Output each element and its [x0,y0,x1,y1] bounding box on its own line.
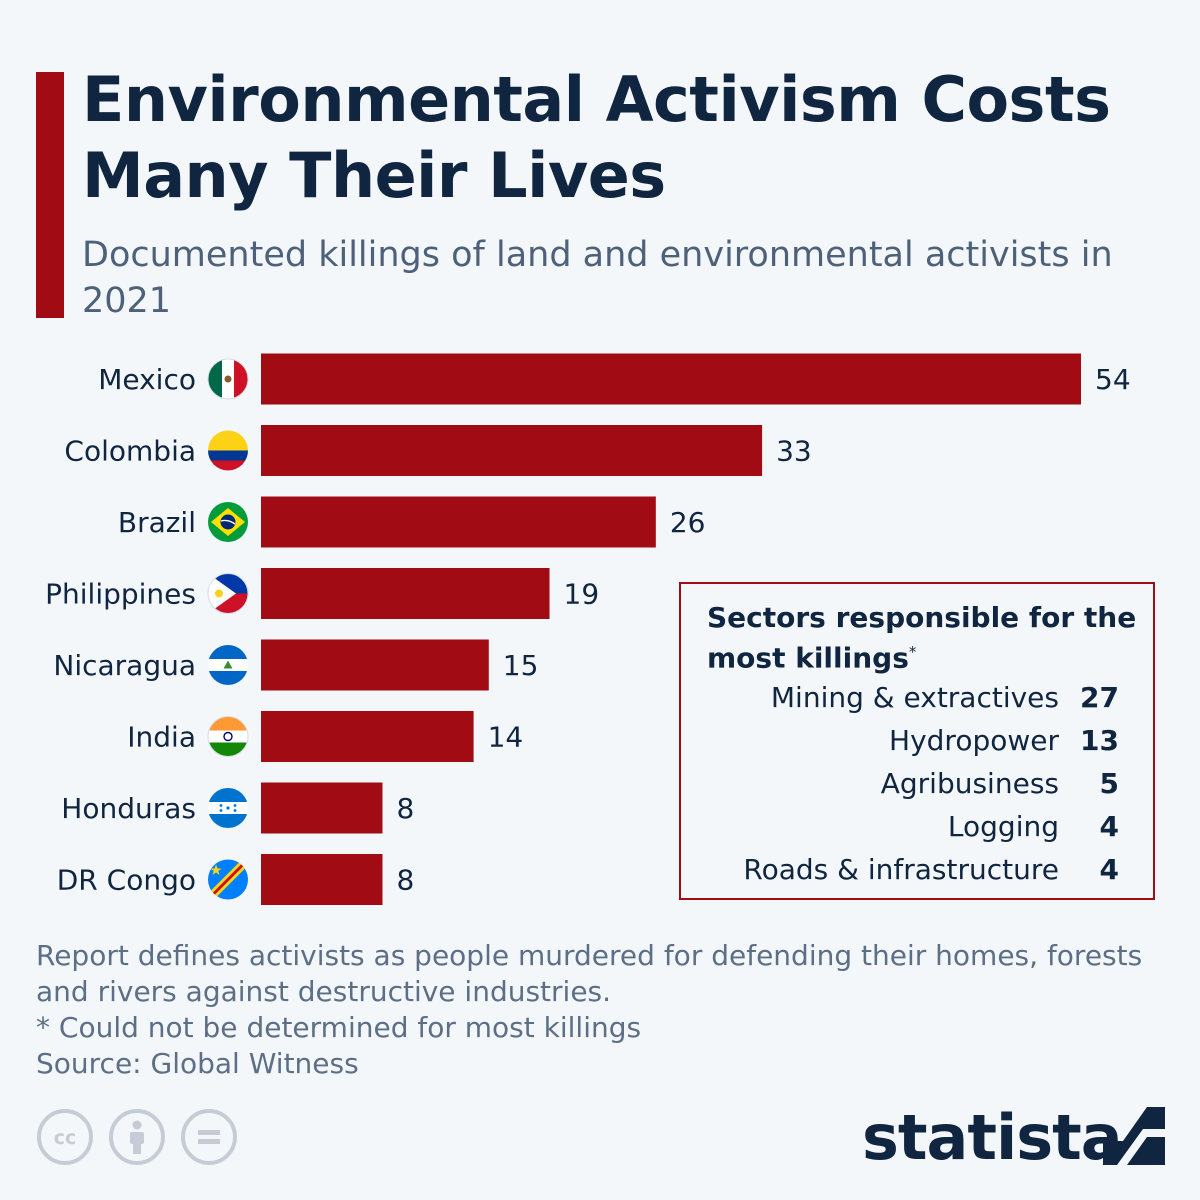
honduras-flag-icon [208,788,248,828]
category-label: Philippines [45,578,196,611]
value-label: 19 [564,578,600,611]
footnote: * Could not be determined for most killi… [36,1011,642,1044]
bar-india [261,711,474,762]
sector-row: Mining & extractives 27 [681,678,1153,718]
category-label: India [127,721,196,754]
value-label: 15 [503,649,539,682]
bar-nicaragua [261,639,489,691]
sector-name: Hydropower [889,724,1059,757]
sector-name: Agribusiness [880,767,1059,800]
brazil-flag-icon [208,502,248,542]
sector-row: Logging 4 [681,807,1153,847]
chart-subtitle: Documented killings of land and environm… [82,235,1113,321]
svg-text:cc: cc [54,1127,77,1149]
sector-value: 5 [1099,767,1119,800]
bar-colombia [261,425,763,476]
value-label: 8 [396,864,414,897]
mexico-flag-icon [207,358,249,400]
india-flag-icon [207,716,249,757]
value-label: 54 [1095,363,1131,396]
sector-name: Roads & infrastructure [743,853,1059,886]
nicaragua-flag-icon [208,645,248,685]
sector-value: 27 [1080,681,1119,714]
sectors-title-text: Sectors responsible for the most killing… [707,601,1137,675]
bar-philippines [261,568,550,619]
attribution-icon[interactable] [108,1108,166,1166]
bar-honduras [261,782,383,834]
sector-name: Mining & extractives [770,681,1059,714]
title-accent-bar [36,72,64,318]
source-note: Source: Global Witness [36,1047,359,1080]
cc-icon[interactable]: cc [36,1108,94,1166]
bar-mexico [261,353,1081,405]
value-label: 14 [488,721,524,754]
sector-row: Hydropower 13 [681,721,1153,761]
statista-logo[interactable]: statista [862,1101,1123,1174]
sector-value: 4 [1099,810,1119,843]
sector-value: 4 [1099,853,1119,886]
category-label: DR Congo [57,864,196,897]
category-label: Nicaragua [53,649,196,682]
sector-row: Roads & infrastructure 4 [681,850,1153,890]
sector-name: Logging [947,810,1059,843]
sector-row: Agribusiness 5 [681,764,1153,804]
colombia-flag-icon [208,430,248,471]
dr-congo-flag-icon [208,859,248,900]
no-derivatives-icon[interactable] [180,1108,238,1166]
sectors-panel: Sectors responsible for the most killing… [679,582,1155,900]
value-label: 8 [396,792,414,825]
chart-title: Environmental Activism Costs Many Their … [82,63,1111,212]
bar-brazil [261,496,656,548]
bar-dr-congo [261,854,383,905]
category-label: Brazil [118,506,196,539]
definition-note: Report defines activists as people murde… [36,939,1143,1008]
chart-notes: Report defines activists as people murde… [36,938,1156,1082]
category-label: Mexico [98,363,196,396]
statista-mark-icon [1103,1107,1165,1165]
sector-value: 13 [1080,724,1119,757]
category-label: Colombia [64,435,196,468]
sectors-title-marker: * [908,643,917,661]
value-label: 26 [670,506,706,539]
value-label: 33 [776,435,812,468]
philippines-flag-icon [207,573,249,614]
sectors-title: Sectors responsible for the most killing… [707,600,1137,675]
category-label: Honduras [61,792,196,825]
flags-layer [207,358,249,900]
